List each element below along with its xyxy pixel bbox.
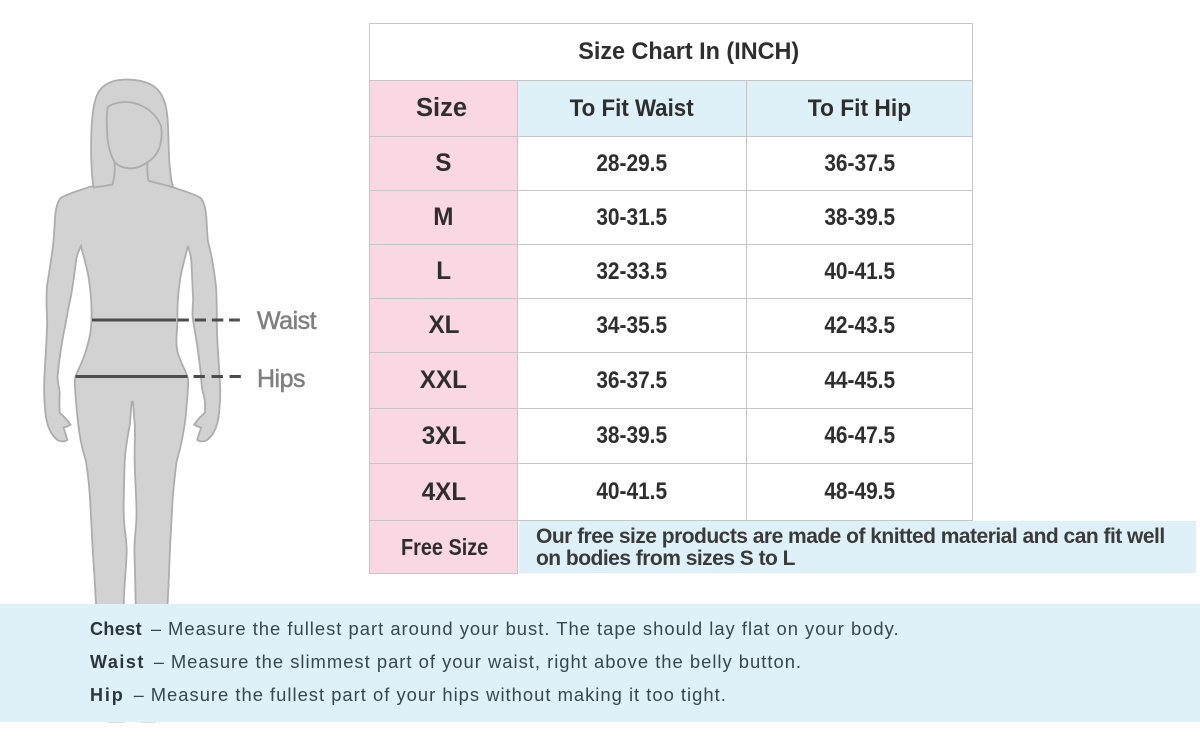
svg-text:Waist: Waist [257,307,317,335]
svg-text:Hips: Hips [257,365,305,393]
